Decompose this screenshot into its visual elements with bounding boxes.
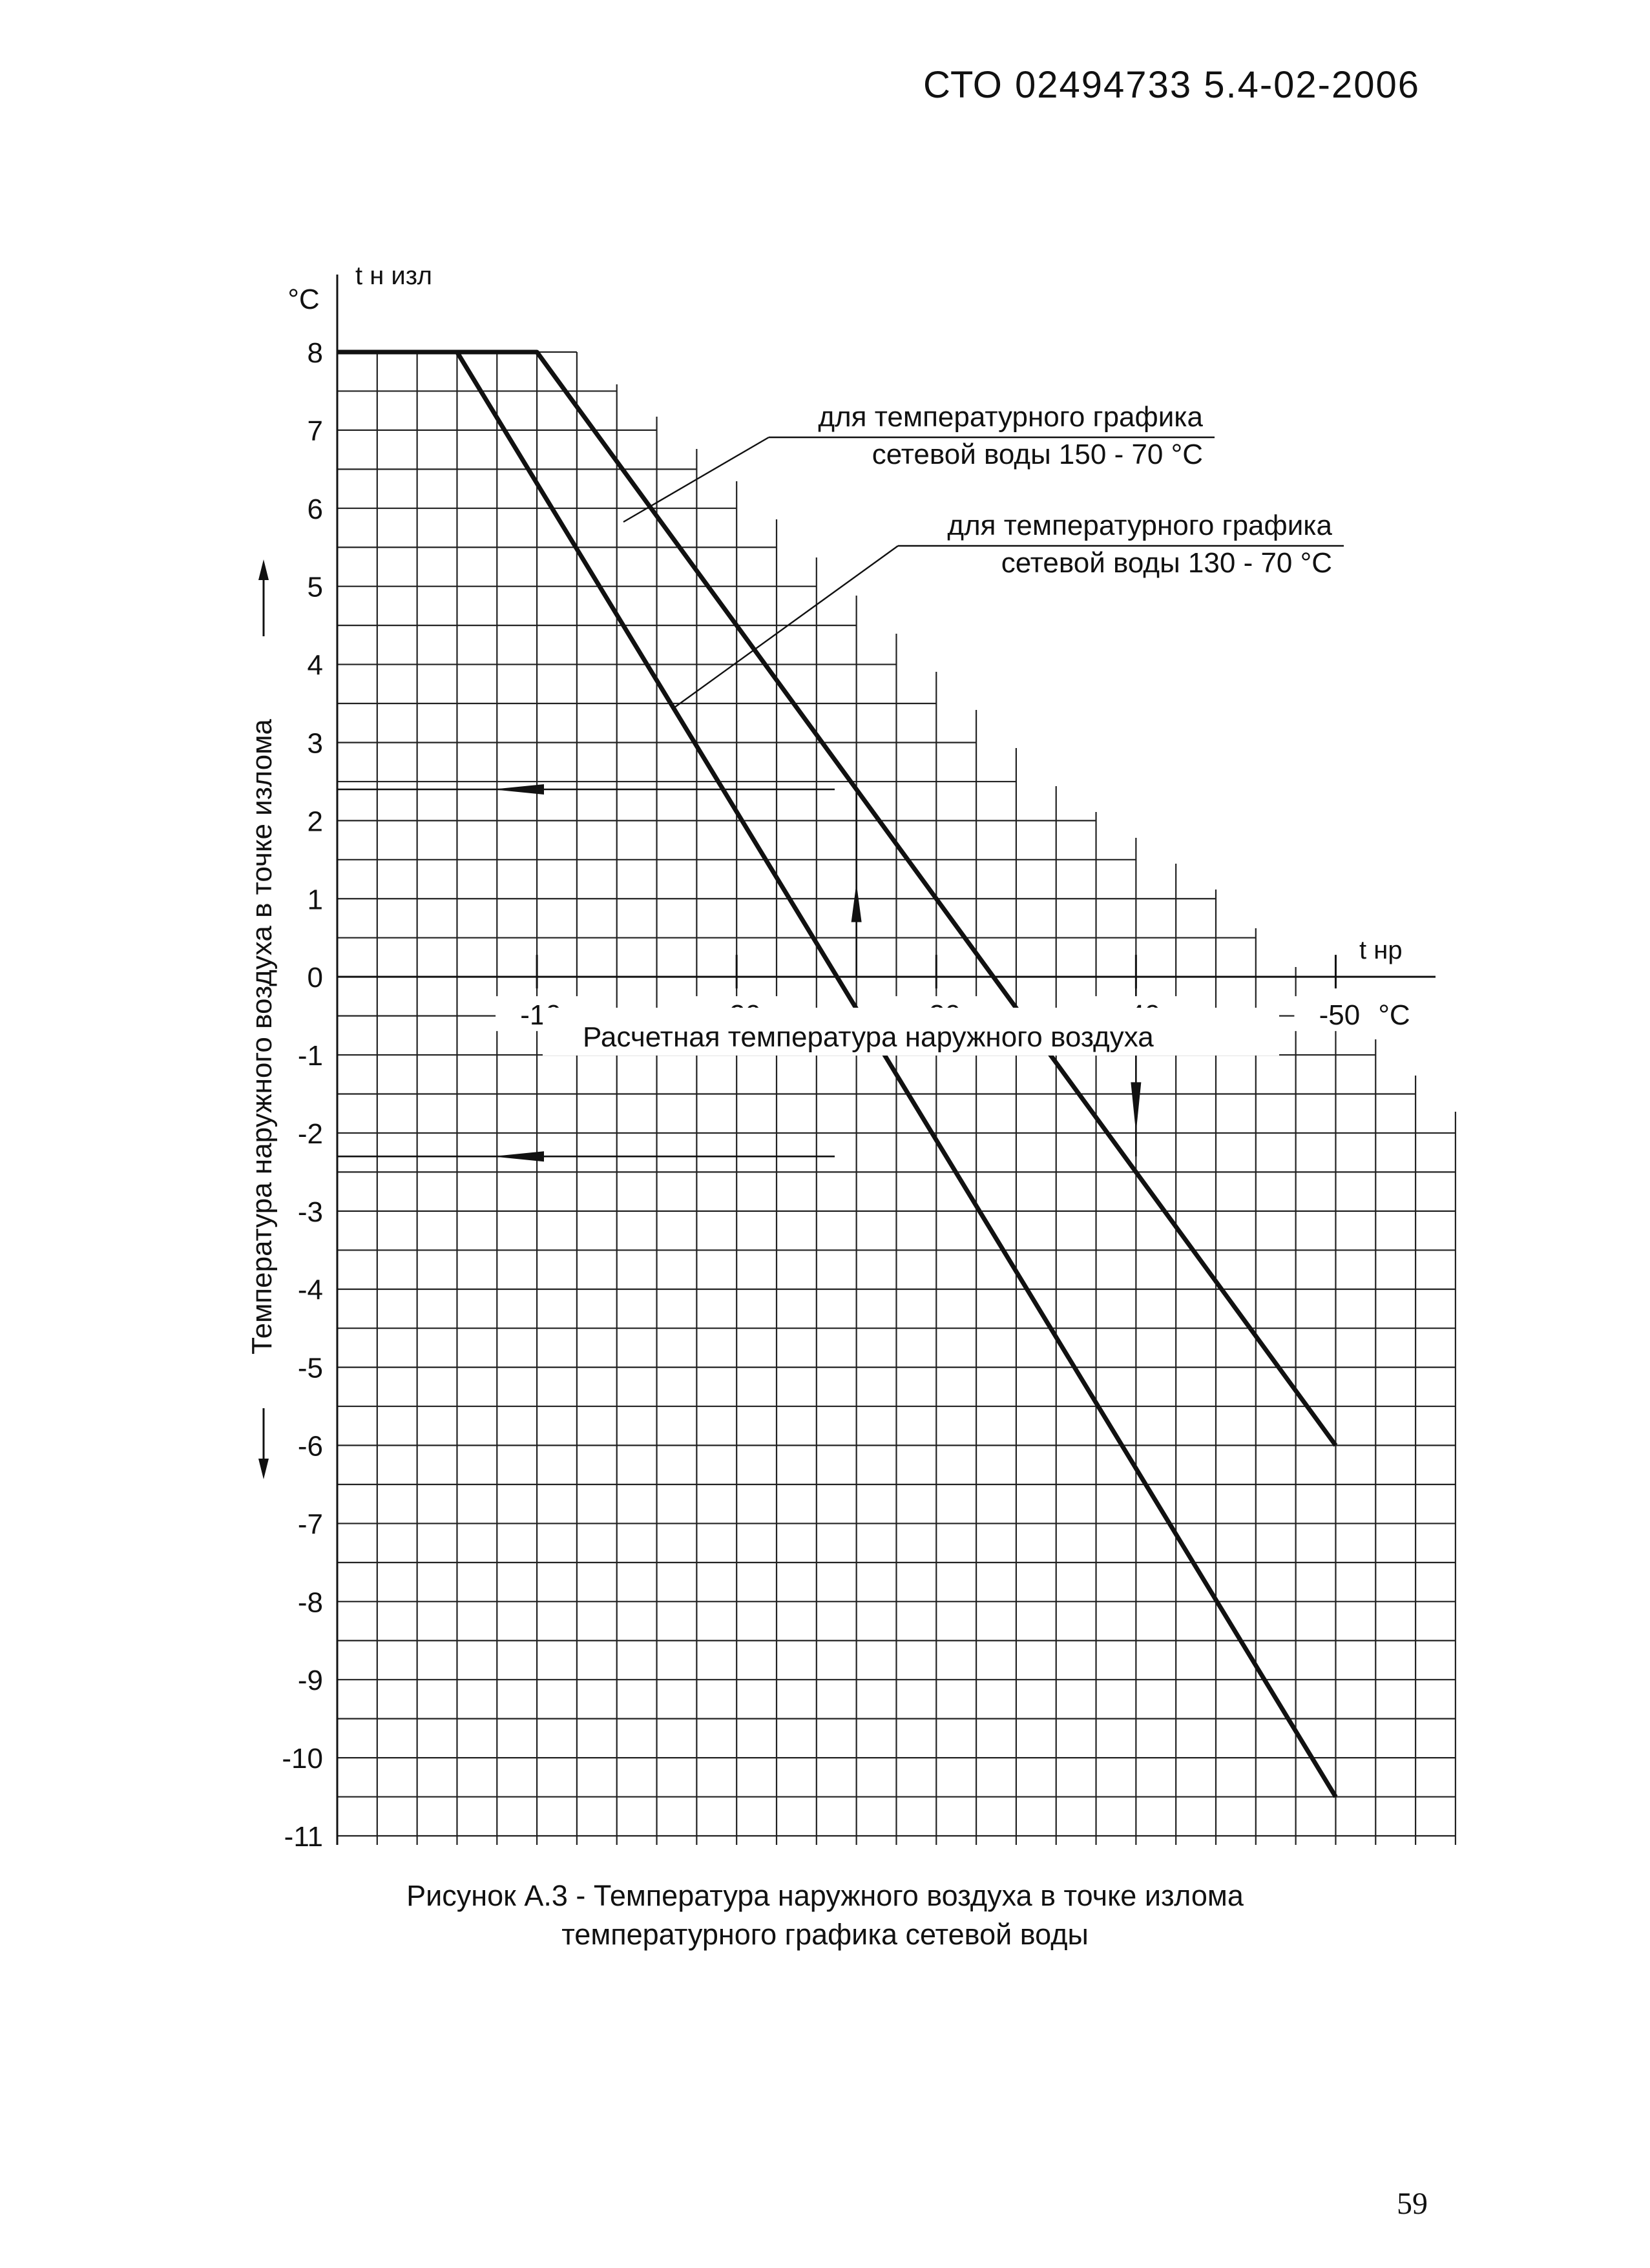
y-tick-label: 7 (308, 415, 323, 447)
y-axis-title: Температура наружного воздуха в точке из… (246, 719, 278, 1355)
annotation-text: сетевой воды 150 - 70 °C (872, 439, 1203, 470)
y-tick-label: 4 (308, 650, 323, 681)
chart-grid (336, 351, 1457, 1845)
annotation-leader-line (623, 436, 769, 523)
x-tick-label-bg (1294, 996, 1377, 1032)
y-tick-label: -3 (298, 1196, 323, 1228)
y-tick-label: -1 (298, 1040, 323, 1072)
y-unit-label: °C (287, 284, 319, 315)
y-symbol-label: t н изл (355, 262, 432, 290)
document-code: СТО 02494733 5.4-02-2006 (923, 64, 1420, 106)
y-tick-label: -9 (298, 1665, 323, 1696)
arrow-head-left (492, 784, 544, 795)
annotation-text: для температурного графика (818, 401, 1203, 433)
chart-series (337, 349, 1338, 1798)
y-tick-label: -8 (298, 1587, 323, 1618)
y-tick-label: 6 (308, 494, 323, 525)
example-arrows (337, 784, 1142, 1162)
y-tick-label: 3 (308, 727, 323, 759)
chart-labels: 876543210-1-2-3-4-5-6-7-8-9-10-11-10-20-… (246, 262, 1410, 1853)
arrow-head-left (492, 1151, 544, 1162)
y-tick-label: 2 (308, 806, 323, 837)
series-line-s130 (337, 349, 1338, 1798)
y-tick-label: -5 (298, 1353, 323, 1384)
x-unit-label: °C (1378, 999, 1410, 1031)
y-tick-label: 5 (308, 572, 323, 603)
y-tick-label: -6 (298, 1431, 323, 1462)
x-tick-label: -50 (1319, 999, 1361, 1031)
y-title-arrow-head-down (258, 1459, 269, 1479)
figure-caption: Рисунок А.3 - Температура наружного возд… (0, 1877, 1650, 1954)
annotation-text: для температурного графика (947, 510, 1332, 541)
y-tick-label: -4 (298, 1274, 323, 1306)
annotation-leader-line (671, 545, 899, 710)
arrow-head-up (851, 883, 862, 922)
x-axis-title-bg (543, 1008, 1279, 1056)
caption-line-1: Рисунок А.3 - Температура наружного возд… (406, 1879, 1244, 1912)
caption-line-2: температурного графика сетевой воды (561, 1918, 1089, 1951)
y-tick-label: 1 (308, 884, 323, 915)
x-axis-title: Расчетная температура наружного воздуха (583, 1021, 1154, 1053)
y-tick-label: -2 (298, 1118, 323, 1150)
page-number: 59 (1397, 2187, 1428, 2221)
arrow-head-down (1131, 1082, 1142, 1133)
y-title-arrow-head-up (258, 559, 269, 580)
y-tick-label: 8 (308, 337, 323, 369)
annotation-text: сетевой воды 130 - 70 °C (1001, 547, 1332, 579)
y-tick-label: -11 (284, 1821, 323, 1853)
y-tick-label: 0 (308, 962, 323, 994)
x-symbol-label: t нр (1359, 936, 1403, 964)
series-annotations: для температурного графика сетевой воды 1… (623, 401, 1344, 710)
y-tick-label: -7 (298, 1508, 323, 1540)
y-tick-label: -10 (282, 1743, 323, 1774)
